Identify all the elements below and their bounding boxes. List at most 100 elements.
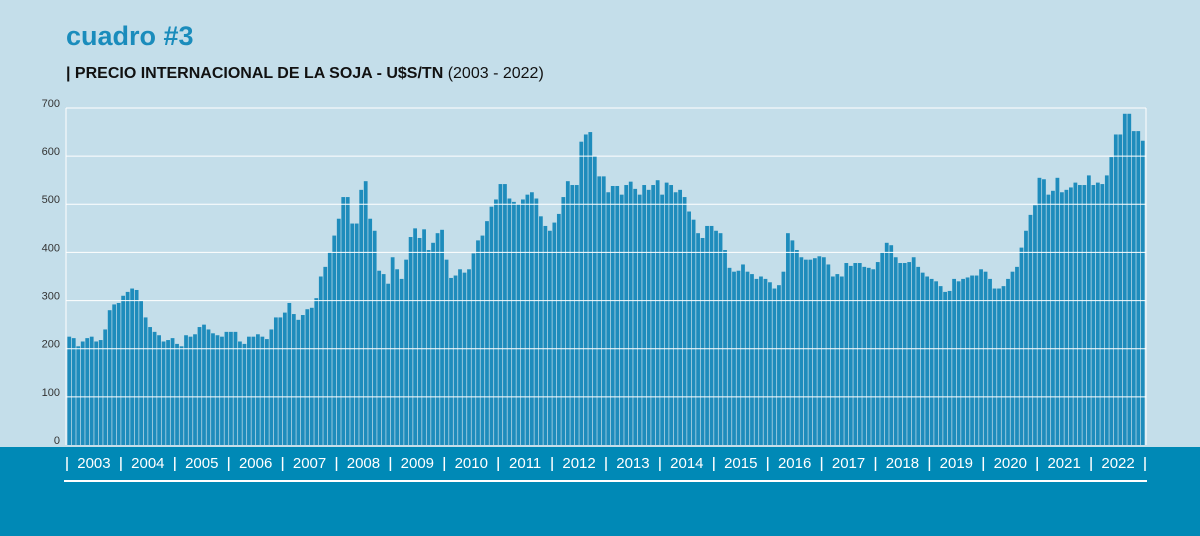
bar	[1104, 175, 1109, 445]
bar	[862, 266, 867, 445]
bar	[1122, 113, 1127, 445]
bar	[678, 189, 682, 445]
bar	[256, 334, 260, 445]
bar	[296, 319, 301, 445]
bar	[1140, 140, 1145, 446]
bar	[184, 335, 188, 445]
x-tick-label: 2016	[778, 455, 811, 472]
bar	[408, 237, 413, 445]
bar	[1033, 205, 1037, 445]
x-tick-label: 2012	[562, 455, 595, 472]
bar	[435, 233, 440, 445]
bar	[835, 274, 840, 445]
bar	[458, 269, 462, 445]
bar	[965, 277, 970, 445]
bar	[1010, 271, 1015, 445]
bar	[606, 192, 611, 445]
bar	[148, 327, 152, 445]
bar	[1136, 131, 1141, 445]
bar	[1095, 182, 1100, 445]
bar	[920, 272, 925, 445]
bar	[718, 233, 723, 445]
bar	[1037, 177, 1042, 446]
bar	[247, 336, 251, 445]
bar	[1100, 184, 1105, 445]
bar	[830, 276, 835, 445]
bar	[134, 289, 139, 445]
bar	[309, 307, 314, 445]
bar	[220, 336, 224, 445]
bar	[143, 317, 148, 445]
bar	[278, 317, 283, 445]
bar	[112, 304, 117, 445]
bar	[390, 257, 395, 445]
bar	[705, 225, 709, 445]
bar	[844, 263, 849, 445]
bar	[839, 276, 844, 445]
bar	[354, 223, 359, 445]
bar	[417, 237, 422, 445]
bar	[884, 242, 889, 445]
x-tick-label: 2014	[670, 455, 703, 472]
bar	[853, 263, 858, 445]
bar	[67, 336, 72, 445]
bar	[372, 230, 377, 445]
axis-band	[0, 447, 1200, 536]
bar	[287, 302, 292, 445]
bar	[260, 336, 265, 445]
bar	[637, 194, 642, 445]
x-tick-label: 2013	[616, 455, 649, 472]
bar	[664, 182, 669, 445]
bar	[291, 314, 296, 445]
bar	[224, 331, 229, 445]
bar	[498, 184, 503, 445]
bar	[422, 229, 426, 445]
bar	[139, 300, 143, 445]
bar	[1051, 190, 1055, 445]
bar	[579, 141, 584, 445]
bar	[480, 235, 485, 445]
bar	[916, 266, 921, 445]
bar	[754, 278, 759, 445]
bar	[691, 219, 696, 445]
bar	[395, 269, 400, 445]
bar	[1046, 194, 1051, 445]
bar	[687, 211, 691, 445]
bar	[1064, 189, 1069, 445]
bar	[772, 288, 777, 445]
bar	[152, 331, 157, 445]
bar	[462, 272, 467, 445]
bar	[808, 259, 813, 445]
bar	[269, 329, 274, 445]
x-tick-label: 2004	[131, 455, 164, 472]
bar	[992, 288, 997, 445]
y-tick-label: 200	[42, 339, 60, 351]
bar	[264, 339, 269, 445]
bar	[318, 276, 323, 445]
y-tick-label: 700	[42, 98, 60, 110]
bar	[202, 324, 206, 445]
bar	[1015, 266, 1019, 445]
bar	[902, 263, 907, 445]
bar	[381, 274, 386, 445]
bar	[561, 197, 566, 445]
y-tick-label: 300	[42, 290, 60, 302]
bar	[547, 230, 552, 445]
bar	[179, 346, 184, 445]
bar	[1113, 134, 1118, 445]
bar	[1118, 134, 1123, 445]
bar	[970, 275, 974, 445]
bar	[300, 315, 305, 445]
bar	[857, 263, 862, 445]
bar	[750, 274, 754, 445]
bar	[669, 185, 674, 445]
bar	[453, 275, 458, 445]
bar	[193, 334, 197, 445]
bar	[570, 185, 575, 445]
bar	[1069, 187, 1073, 445]
bar	[723, 250, 727, 445]
bar	[988, 278, 992, 445]
bar	[71, 338, 76, 445]
bar	[525, 194, 530, 445]
x-tick-label: 2019	[940, 455, 973, 472]
